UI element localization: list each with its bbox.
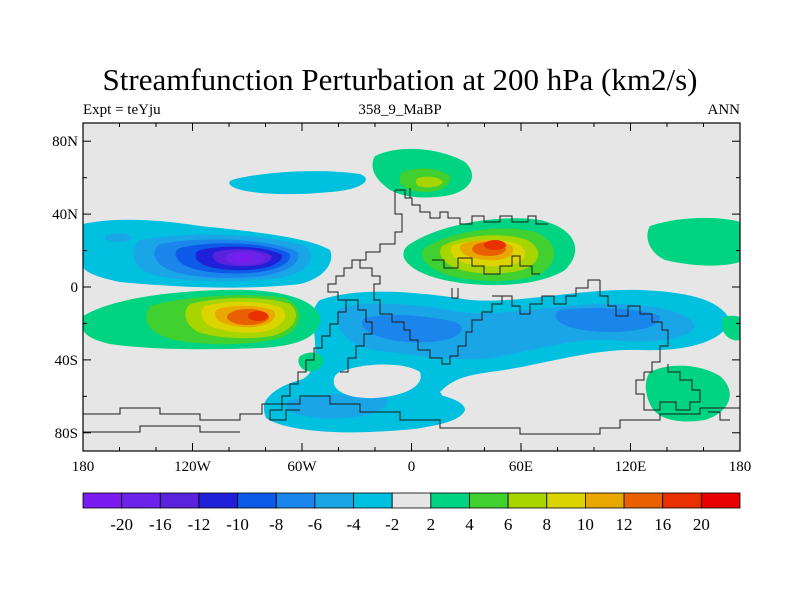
colorbar-label: 4 xyxy=(465,515,474,534)
colorbar-label: 12 xyxy=(616,515,633,534)
colorbar-label: -20 xyxy=(110,515,133,534)
colorbar-label: 10 xyxy=(577,515,594,534)
y-tick-label: 0 xyxy=(71,280,79,296)
colorbar-swatch xyxy=(237,492,277,509)
contour-hole-south xyxy=(333,364,421,399)
coastline-americas-east xyxy=(269,259,360,421)
x-tick-label: 60E xyxy=(509,459,533,475)
colorbar-swatch xyxy=(314,492,354,509)
coastline-red-sea-asia xyxy=(432,255,540,275)
coastline-australia xyxy=(635,364,701,411)
colorbar-swatch xyxy=(198,492,238,509)
contour-pos-16-south-pacific xyxy=(248,311,268,321)
contour-neg-westmost-edge xyxy=(105,233,132,243)
colorbar-swatch xyxy=(391,492,432,509)
period-label: 358_9_MaBP xyxy=(358,102,442,118)
colorbar-swatch xyxy=(662,492,702,509)
colorbar-swatch xyxy=(353,492,393,509)
colorbar-swatch xyxy=(121,492,161,509)
y-tick-label: 40N xyxy=(52,207,78,223)
colorbar-label: -4 xyxy=(346,515,361,534)
y-axis: 80N 40N 0 40S 80S xyxy=(52,134,740,442)
contour-neg-6-indian xyxy=(555,308,661,332)
coastline-south-america-west xyxy=(340,299,373,373)
coastline-iberia-africa xyxy=(359,190,503,365)
x-tick-label: 180 xyxy=(729,459,752,475)
continent-outlines xyxy=(83,188,740,435)
colorbar-label: -8 xyxy=(269,515,283,534)
season-label: ANN xyxy=(707,102,741,118)
colorbar-swatch xyxy=(546,492,586,509)
contour-pos-2-south-america xyxy=(298,352,324,372)
colorbar-label: 6 xyxy=(504,515,513,534)
x-axis: 180 120W 60W 0 60E 120E 180 xyxy=(72,123,752,475)
colorbar-label: -16 xyxy=(149,515,172,534)
colorbar-label: 16 xyxy=(654,515,671,534)
coastline-north-africa-europe xyxy=(395,189,548,225)
colorbar-swatch xyxy=(700,492,741,509)
x-tick-label: 60W xyxy=(287,459,317,475)
plot-title: Streamfunction Perturbation at 200 hPa (… xyxy=(102,62,698,97)
contour-pos-2-east-pacific xyxy=(647,217,740,266)
colorbar-label: 8 xyxy=(543,515,552,534)
contour-pos-16-asia xyxy=(484,240,506,250)
colorbar-swatch xyxy=(507,492,548,509)
coastline-southeast-asia xyxy=(599,280,669,373)
colorbar-swatch xyxy=(623,492,664,509)
x-tick-label: 0 xyxy=(408,459,416,475)
coastline-antarctica-west xyxy=(83,425,240,433)
colorbar-swatch xyxy=(159,492,200,509)
y-tick-label: 80S xyxy=(55,426,78,442)
x-tick-label: 120E xyxy=(615,459,647,475)
contour-pos-6-north xyxy=(415,176,443,188)
contour-pos-2-east-edge xyxy=(722,315,740,341)
contour-field xyxy=(83,148,740,435)
colorbar-label: 2 xyxy=(427,515,436,534)
coastline-new-zealand xyxy=(708,411,730,421)
contour-neg-20-west xyxy=(233,254,251,262)
coastline-greenland-detail xyxy=(409,188,459,299)
colorbar-swatch xyxy=(82,492,123,509)
colorbar-label: 20 xyxy=(693,515,710,534)
contour-neg-6-south xyxy=(361,315,462,343)
colorbar-swatch xyxy=(469,492,509,509)
colorbar-label: -10 xyxy=(226,515,249,534)
colorbar-swatch xyxy=(275,492,316,509)
y-tick-label: 80N xyxy=(52,134,78,150)
x-tick-label: 120W xyxy=(174,459,212,475)
y-tick-label: 40S xyxy=(55,353,78,369)
contour-pos-2-west-edge xyxy=(90,323,122,335)
colorbar-label: -6 xyxy=(308,515,322,534)
experiment-label: Expt = teYju xyxy=(83,102,161,118)
colorbar-swatch xyxy=(430,492,470,509)
contour-neg-north-atlantic xyxy=(229,171,366,195)
coastline-south-asia xyxy=(502,279,600,315)
colorbar: -20 -16 -12 -10 -8 -6 -4 -2 2 4 6 8 10 12 16 20 xyxy=(82,492,741,534)
x-tick-label: 180 xyxy=(72,459,95,475)
coastline-antarctica xyxy=(83,395,740,435)
colorbar-label: -2 xyxy=(385,515,399,534)
colorbar-label: -12 xyxy=(188,515,211,534)
colorbar-swatch xyxy=(585,492,625,509)
